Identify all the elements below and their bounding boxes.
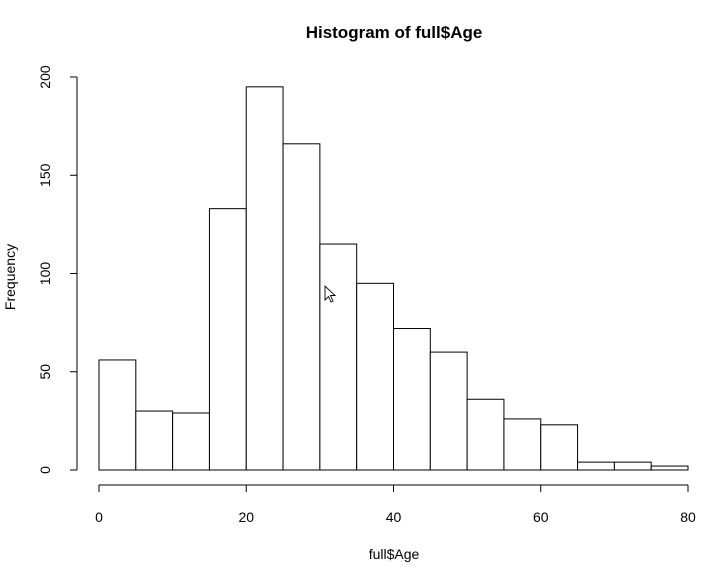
- y-tick-label: 150: [37, 163, 53, 187]
- x-tick-label: 0: [95, 509, 103, 525]
- histogram-bar: [172, 412, 210, 471]
- x-tick-label: 80: [680, 509, 696, 525]
- x-axis: 0 20 40 60 80: [95, 484, 696, 525]
- histogram-bar: [577, 461, 615, 471]
- histogram-bar: [540, 424, 579, 471]
- histogram-bar: [429, 351, 468, 471]
- y-axis-label: Frequency: [2, 244, 18, 310]
- histogram-bar: [245, 86, 284, 471]
- histogram-bar: [319, 243, 358, 471]
- y-tick-label: 100: [37, 262, 53, 286]
- y-tick-label: 200: [37, 65, 53, 89]
- histogram-bar: [466, 398, 505, 471]
- histogram-bar: [503, 418, 542, 471]
- histogram-bar: [393, 328, 431, 471]
- histogram-bar: [356, 282, 394, 471]
- histogram-bar: [650, 465, 689, 471]
- histogram-bar: [135, 410, 174, 471]
- histogram-bar: [613, 461, 652, 471]
- x-axis-label: full$Age: [369, 546, 420, 562]
- y-tick-label: 50: [37, 364, 53, 380]
- y-axis: 0 50 100 150 200: [37, 65, 78, 474]
- histogram-bar: [282, 143, 321, 471]
- x-tick-label: 20: [238, 509, 254, 525]
- x-tick-label: 40: [386, 509, 402, 525]
- x-tick-label: 60: [533, 509, 549, 525]
- histogram-bar: [98, 359, 137, 471]
- arrow-cursor-icon: [324, 284, 337, 303]
- histogram-bar: [208, 208, 247, 471]
- bars-group: [98, 86, 689, 471]
- chart-title: Histogram of full$Age: [306, 23, 483, 42]
- y-tick-label: 0: [37, 466, 53, 474]
